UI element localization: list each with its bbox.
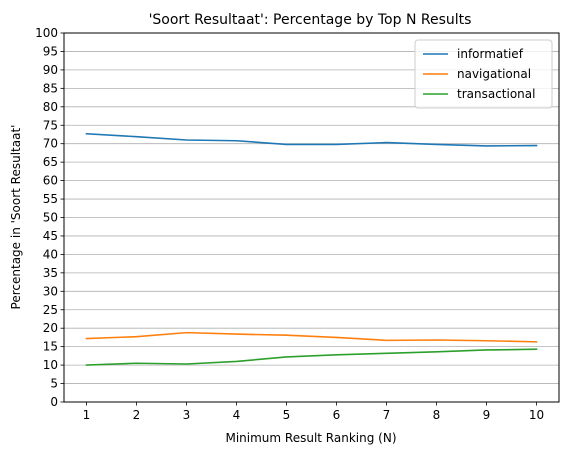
y-tick-label: 55 <box>43 192 58 206</box>
y-tick-label: 65 <box>43 155 58 169</box>
x-axis: 1 2 3 4 5 6 7 8 9 10 <box>83 402 544 422</box>
y-tick-label: 30 <box>43 284 58 298</box>
y-tick-label: 40 <box>43 247 58 261</box>
y-axis: 0 5 10 15 20 25 30 35 40 45 50 55 60 65 70 75 80 85 90 95 10… <box>35 26 64 409</box>
series-line-informatief <box>85 132 538 147</box>
legend-label: navigational <box>457 67 531 81</box>
x-tick-label: 7 <box>383 408 391 422</box>
y-tick-label: 90 <box>43 63 58 77</box>
y-tick-label: 85 <box>43 81 58 95</box>
y-axis-label: Percentage in 'Soort Resultaat' <box>9 125 23 310</box>
x-tick-label: 3 <box>183 408 191 422</box>
x-tick-label: 6 <box>333 408 341 422</box>
x-tick-label: 5 <box>283 408 291 422</box>
y-tick-label: 100 <box>35 26 58 40</box>
legend-label: transactional <box>457 87 535 101</box>
x-axis-label: Minimum Result Ranking (N) <box>225 431 396 445</box>
y-tick-label: 70 <box>43 137 58 151</box>
y-tick-label: 5 <box>50 377 58 391</box>
y-tick-label: 95 <box>43 44 58 58</box>
y-tick-label: 75 <box>43 118 58 132</box>
y-tick-label: 80 <box>43 100 58 114</box>
x-tick-label: 2 <box>133 408 141 422</box>
series-lines <box>85 132 538 366</box>
y-tick-label: 25 <box>43 303 58 317</box>
chart-title: 'Soort Resultaat': Percentage by Top N R… <box>149 12 472 28</box>
y-tick-label: 0 <box>50 395 58 409</box>
legend-label: informatief <box>457 47 524 61</box>
series-line-navigational <box>85 331 538 343</box>
y-tick-label: 20 <box>43 321 58 335</box>
x-tick-label: 10 <box>529 408 544 422</box>
x-tick-label: 9 <box>483 408 491 422</box>
y-tick-label: 15 <box>43 340 58 354</box>
x-tick-label: 4 <box>233 408 241 422</box>
grid-lines <box>64 32 559 403</box>
x-tick-label: 1 <box>83 408 91 422</box>
y-tick-label: 60 <box>43 174 58 188</box>
x-tick-label: 8 <box>433 408 441 422</box>
y-tick-label: 50 <box>43 211 58 225</box>
series-line-transactional <box>85 348 538 366</box>
y-tick-label: 45 <box>43 229 58 243</box>
legend: informatief navigational transactional <box>414 39 553 109</box>
legend-box <box>414 39 553 109</box>
y-tick-label: 10 <box>43 358 58 372</box>
y-tick-label: 35 <box>43 266 58 280</box>
